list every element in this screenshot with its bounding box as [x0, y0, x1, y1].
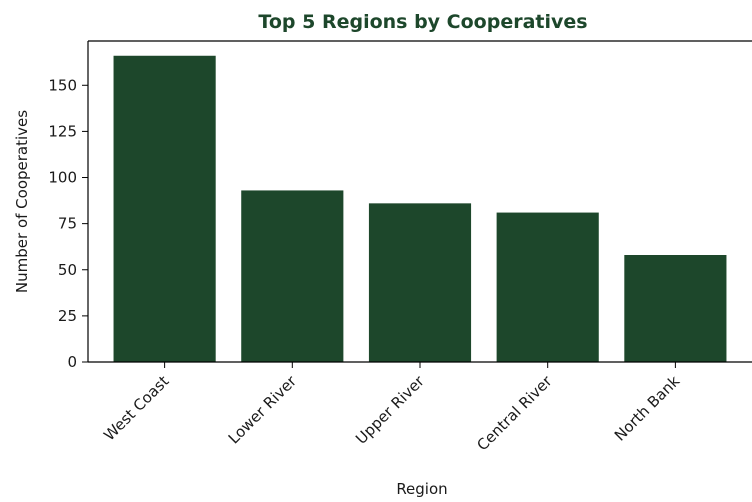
x-tick-label: Upper River [352, 372, 428, 448]
x-tick-label: North Bank [611, 372, 684, 445]
bar [496, 212, 599, 362]
x-axis-label: Region [396, 480, 447, 498]
bar [113, 55, 216, 363]
bar [624, 255, 727, 362]
y-axis-label: Number of Cooperatives [13, 110, 31, 293]
x-axis: West Coast Lower River Upper River Central … [88, 361, 752, 455]
y-tick-label: 150 [48, 76, 77, 94]
y-tick-label: 50 [58, 261, 77, 279]
y-tick-label: 75 [58, 215, 77, 233]
bar [368, 203, 472, 362]
chart-title: Top 5 Regions by Cooperatives [258, 11, 587, 33]
bar [241, 190, 344, 362]
y-tick-label: 25 [58, 307, 77, 325]
x-tick-label: Central River [473, 372, 556, 455]
x-tick-label: Lower River [225, 372, 301, 448]
y-tick-label: 0 [67, 353, 77, 371]
y-tick-label: 125 [48, 122, 77, 140]
y-axis: 0 25 50 75 100 125 150 [48, 40, 752, 371]
y-tick-label: 100 [48, 169, 77, 187]
bars-group [113, 55, 727, 363]
x-tick-label: West Coast [100, 372, 172, 444]
